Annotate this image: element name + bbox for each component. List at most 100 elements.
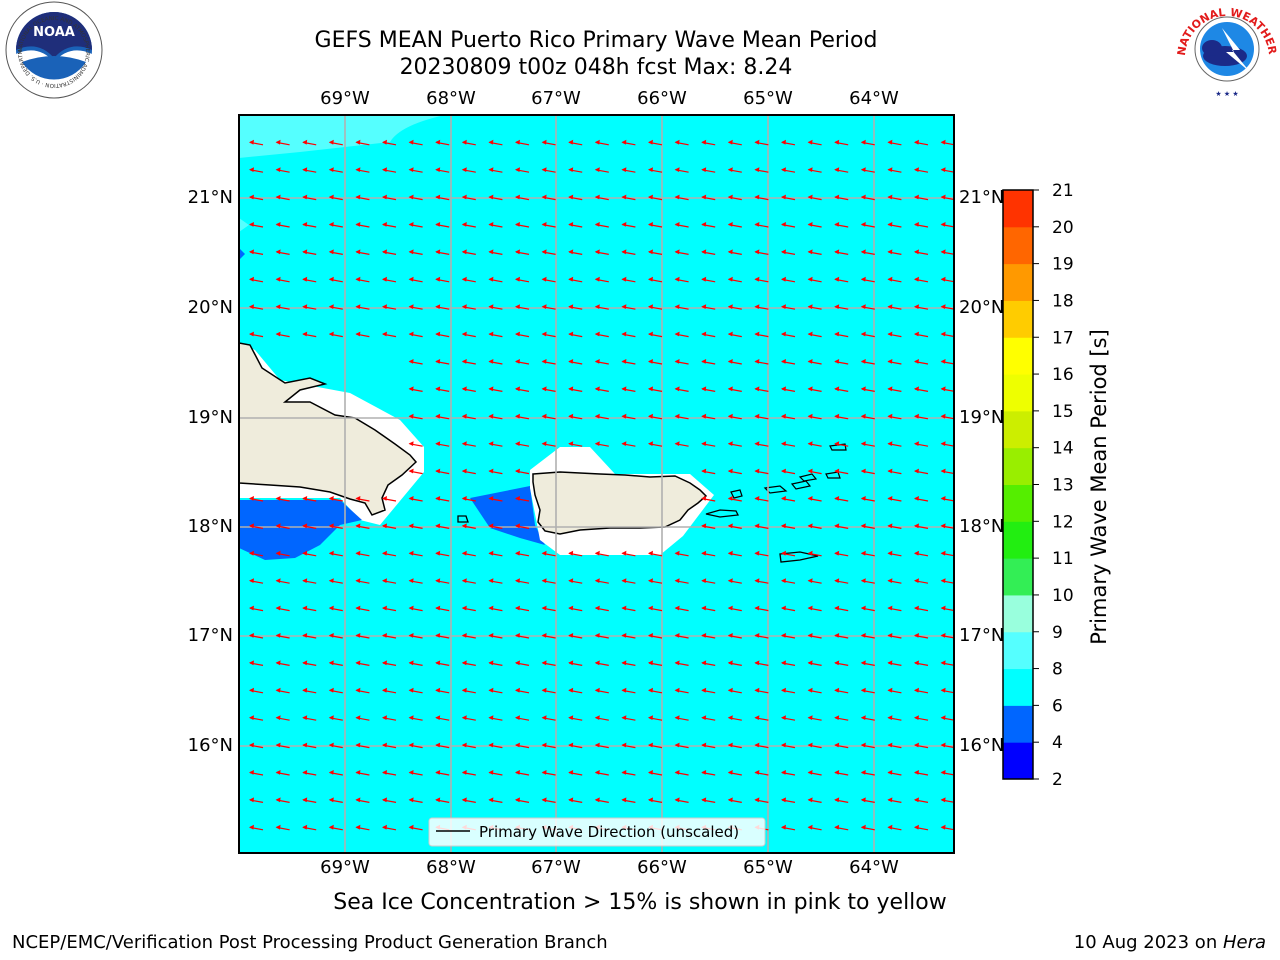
colorbar-segment bbox=[1003, 705, 1033, 743]
wave-arrow bbox=[461, 496, 476, 502]
lon-label-bottom: 67°W bbox=[531, 857, 581, 878]
wave-arrow bbox=[834, 687, 849, 694]
wave-arrow bbox=[249, 222, 264, 228]
wave-arrow bbox=[408, 249, 423, 255]
wave-arrow bbox=[860, 413, 875, 420]
wave-arrow bbox=[568, 276, 583, 283]
wave-arrow bbox=[940, 331, 954, 338]
wave-arrow bbox=[834, 578, 849, 584]
wave-arrow bbox=[275, 715, 290, 721]
wave-arrow bbox=[807, 550, 822, 557]
wave-arrow bbox=[594, 633, 609, 639]
wave-arrow bbox=[648, 441, 663, 447]
wave-arrow bbox=[781, 194, 796, 201]
wave-arrow bbox=[674, 578, 689, 584]
wave-arrow bbox=[754, 194, 769, 201]
colorbar-segment bbox=[1003, 631, 1033, 670]
wave-arrow bbox=[807, 441, 822, 447]
wave-arrow bbox=[382, 770, 397, 776]
wave-arrow bbox=[249, 331, 264, 338]
wave-arrow bbox=[727, 715, 742, 721]
wave-arrow bbox=[648, 139, 663, 146]
lon-label-top: 64°W bbox=[849, 88, 899, 109]
wave-arrow bbox=[568, 359, 583, 365]
wave-arrow bbox=[940, 194, 954, 201]
lat-label-left: 17°N bbox=[187, 625, 233, 646]
wave-arrow bbox=[594, 304, 609, 310]
wave-arrow bbox=[541, 770, 556, 776]
wave-arrow bbox=[541, 167, 556, 173]
wave-arrow bbox=[568, 441, 583, 447]
wave-arrow bbox=[887, 605, 902, 612]
wave-arrow bbox=[328, 249, 343, 255]
wave-arrow bbox=[621, 742, 636, 749]
wave-arrow bbox=[621, 304, 636, 310]
wave-arrow bbox=[914, 249, 929, 255]
lat-label-right: 20°N bbox=[959, 297, 1005, 318]
wave-arrow bbox=[355, 660, 370, 666]
wave-arrow bbox=[382, 331, 397, 338]
wave-arrow bbox=[382, 194, 397, 201]
wave-arrow bbox=[781, 660, 796, 666]
wave-arrow bbox=[727, 276, 742, 283]
colorbar-tick-label: 18 bbox=[1052, 291, 1074, 311]
wave-arrow bbox=[834, 139, 849, 146]
wave-arrow bbox=[275, 660, 290, 666]
wave-arrow bbox=[435, 660, 450, 666]
wave-arrow bbox=[328, 222, 343, 228]
wave-arrow bbox=[701, 797, 716, 803]
wave-arrow bbox=[435, 194, 450, 201]
wave-arrow bbox=[727, 687, 742, 694]
wave-arrow bbox=[940, 276, 954, 283]
wave-arrow bbox=[887, 824, 902, 831]
wave-arrow bbox=[940, 660, 954, 666]
wave-arrow bbox=[914, 194, 929, 201]
colorbar-tick-label: 10 bbox=[1052, 586, 1074, 606]
wave-arrow bbox=[541, 331, 556, 338]
wave-arrow bbox=[887, 660, 902, 666]
wave-arrow bbox=[408, 770, 423, 776]
wave-arrow bbox=[674, 249, 689, 255]
wave-arrow bbox=[887, 167, 902, 173]
wave-arrow bbox=[488, 359, 503, 365]
wave-arrow bbox=[754, 715, 769, 721]
wave-arrow bbox=[382, 824, 397, 831]
wave-arrow bbox=[594, 222, 609, 228]
wave-arrow bbox=[488, 276, 503, 283]
wave-arrow bbox=[541, 633, 556, 639]
wave-arrow bbox=[807, 276, 822, 283]
wave-arrow bbox=[488, 331, 503, 338]
wave-arrow bbox=[275, 167, 290, 173]
wave-arrow bbox=[701, 331, 716, 338]
wave-arrow bbox=[887, 687, 902, 694]
wave-arrow bbox=[435, 742, 450, 749]
wave-arrow bbox=[727, 496, 742, 502]
wave-arrow bbox=[408, 660, 423, 666]
wave-arrow bbox=[914, 578, 929, 584]
wave-arrow bbox=[648, 249, 663, 255]
wave-arrow bbox=[914, 468, 929, 475]
wave-arrow bbox=[754, 605, 769, 612]
colorbar-segment bbox=[1003, 742, 1033, 780]
wave-arrow bbox=[594, 550, 609, 557]
wave-arrow bbox=[515, 413, 530, 420]
wave-arrow bbox=[461, 633, 476, 639]
wave-arrow bbox=[621, 660, 636, 666]
wave-arrow bbox=[648, 222, 663, 228]
wave-arrow bbox=[914, 550, 929, 557]
wave-arrow bbox=[541, 359, 556, 365]
wave-arrow bbox=[648, 715, 663, 721]
wave-arrow bbox=[887, 468, 902, 475]
wave-arrow bbox=[940, 824, 954, 831]
wave-arrow bbox=[860, 441, 875, 447]
mona-island bbox=[457, 515, 469, 523]
wave-arrow bbox=[940, 770, 954, 776]
wave-arrow bbox=[674, 359, 689, 365]
wave-arrow bbox=[807, 139, 822, 146]
svg-text:NATIONAL WEATHER SERVICE: NATIONAL WEATHER SERVICE bbox=[0, 0, 1279, 59]
wave-arrow bbox=[328, 194, 343, 201]
wave-direction-arrows bbox=[249, 139, 954, 831]
wave-arrow bbox=[302, 496, 317, 502]
wave-arrow bbox=[355, 496, 370, 502]
wave-arrow bbox=[674, 331, 689, 338]
